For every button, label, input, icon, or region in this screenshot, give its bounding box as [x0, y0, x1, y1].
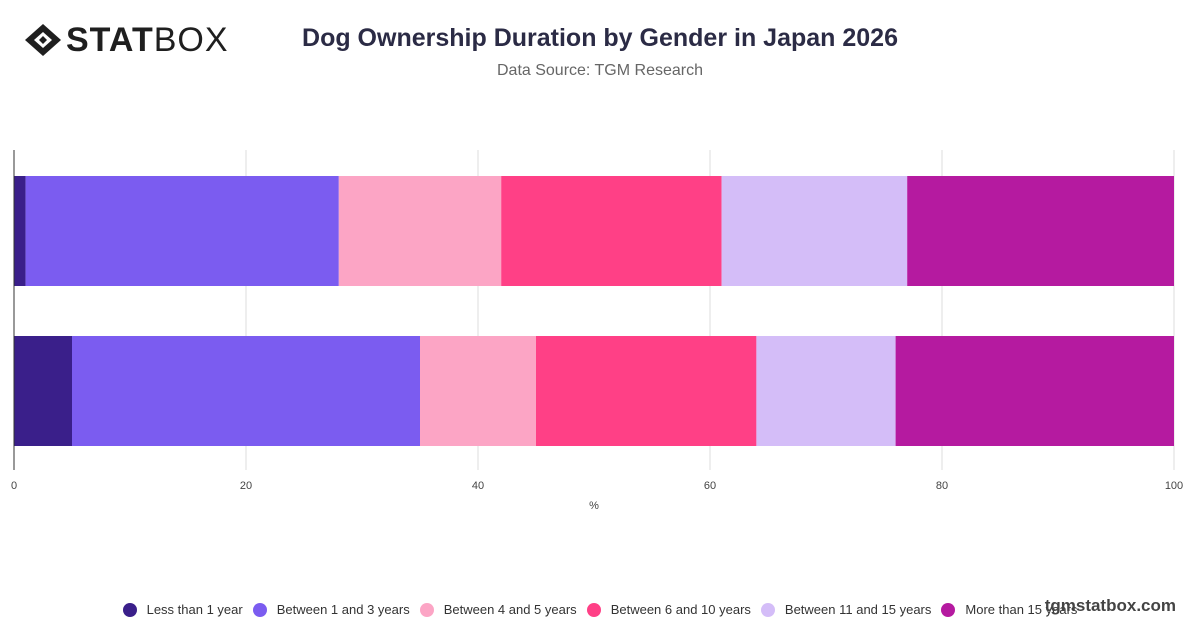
chart-title: Dog Ownership Duration by Gender in Japa… — [302, 24, 898, 52]
bar-segment — [895, 336, 1174, 446]
logo-text-light: BOX — [153, 21, 229, 59]
statbox-diamond-icon — [25, 24, 61, 56]
legend-swatch — [586, 602, 601, 617]
legend-item: Less than 1 year — [122, 602, 243, 617]
legend-swatch — [419, 602, 434, 617]
bar-segment — [420, 336, 536, 446]
bar-segment — [907, 176, 1174, 286]
bar-segment — [14, 336, 72, 446]
bar-segment — [338, 176, 502, 286]
logo-text-bold: STAT — [66, 21, 154, 59]
x-tick-label: 40 — [472, 480, 484, 492]
bar-segment — [536, 336, 757, 446]
bar-segment — [14, 176, 26, 286]
x-tick-label: 20 — [240, 480, 252, 492]
legend-label: Between 11 and 15 years — [784, 602, 932, 617]
x-tick-label: 0 — [11, 480, 17, 492]
statbox-logo: STATBOX — [24, 22, 229, 58]
bar-segment — [756, 336, 896, 446]
x-axis-label: % — [589, 500, 599, 512]
legend-label: Between 4 and 5 years — [443, 602, 577, 617]
chart-subtitle: Data Source: TGM Research — [496, 62, 703, 79]
legend-item: Between 4 and 5 years — [419, 602, 577, 617]
legend-item: More than 15 years — [941, 602, 1077, 617]
legend-swatch — [941, 602, 956, 617]
legend-label: Less than 1 year — [146, 602, 243, 617]
bar-segment — [25, 176, 339, 286]
legend-swatch — [252, 602, 267, 617]
watermark: tgmstatbox.com — [1044, 596, 1176, 615]
legend-label: Between 1 and 3 years — [276, 602, 410, 617]
legend-item: Between 1 and 3 years — [252, 602, 410, 617]
legend-item: Between 6 and 10 years — [586, 602, 751, 617]
legend-label: More than 15 years — [965, 602, 1078, 617]
legend-swatch — [760, 602, 775, 617]
legend-swatch — [122, 602, 137, 617]
bar-segment — [721, 176, 908, 286]
x-tick-label: 60 — [704, 480, 716, 492]
legend-item: Between 11 and 15 years — [760, 602, 932, 617]
bar-segment — [501, 176, 722, 286]
chart-legend: Less than 1 year Between 1 and 3 years Bet… — [0, 602, 1200, 617]
bar-segment — [72, 336, 420, 446]
x-tick-label: 80 — [936, 480, 948, 492]
x-tick-label: 100 — [1165, 480, 1183, 492]
legend-label: Between 6 and 10 years — [610, 602, 751, 617]
